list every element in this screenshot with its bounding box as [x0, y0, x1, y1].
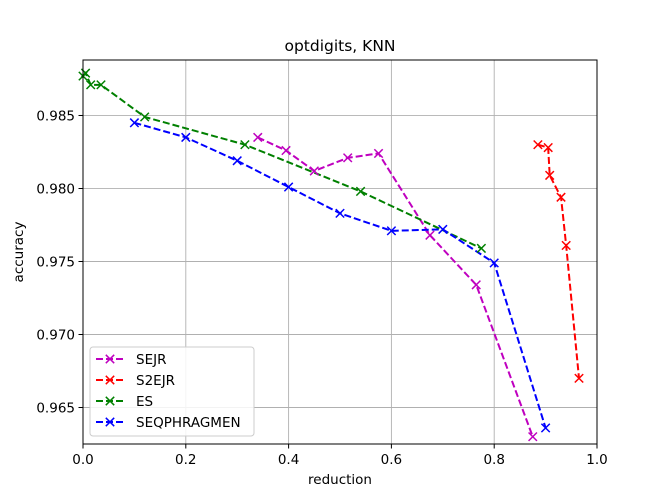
data-point-seqphragmen — [540, 423, 551, 433]
legend-label: S2EJR — [136, 373, 175, 389]
data-point-seqphragmen — [129, 118, 140, 128]
data-point-sejr — [281, 145, 291, 156]
data-point-es — [355, 186, 366, 197]
data-point-sejr — [309, 166, 320, 176]
legend-label: SEJR — [136, 352, 166, 368]
x-tick-label: 0.8 — [483, 452, 504, 468]
y-axis-label: accuracy — [11, 222, 27, 283]
x-axis-ticks: 0.0 0.2 0.4 0.6 0.8 1.0 — [72, 444, 608, 468]
data-point-seqphragmen — [489, 258, 499, 268]
legend-entry-sejr: SEJR — [96, 352, 166, 368]
data-point-seqphragmen — [438, 224, 448, 235]
legend-marker — [105, 396, 115, 406]
data-point-s2ejr — [556, 192, 566, 202]
legend-box — [89, 346, 255, 437]
data-point-sejr — [342, 153, 353, 163]
data-point-s2ejr — [533, 139, 543, 150]
legend-entry-seqphragmen: SEQPHRAGMEN — [96, 415, 241, 431]
x-tick-label: 1.0 — [586, 452, 607, 468]
series-line-es — [82, 71, 482, 250]
data-point-es — [476, 243, 487, 254]
data-point-sejr — [528, 431, 538, 442]
legend-label: ES — [136, 394, 153, 410]
series-line-sejr — [257, 136, 534, 438]
data-point-s2ejr — [543, 142, 553, 153]
y-tick-label: 0.965 — [36, 400, 75, 416]
legend-marker — [105, 417, 115, 427]
legend-label: SEQPHRAGMEN — [136, 415, 241, 431]
data-point-sejr — [425, 230, 435, 240]
x-axis-label: reduction — [308, 472, 372, 488]
data-point-es — [240, 139, 250, 150]
x-tick-label: 0.2 — [175, 452, 196, 468]
data-point-seqphragmen — [335, 208, 345, 219]
y-tick-label: 0.975 — [36, 254, 75, 270]
data-point-seqphragmen — [232, 156, 242, 166]
y-tick-label: 0.985 — [36, 108, 75, 124]
legend: SEJR S2EJR ES SEQPHRAGMEN — [89, 346, 255, 437]
chart-title: optdigits, KNN — [284, 37, 395, 55]
data-point-seqphragmen — [283, 182, 294, 192]
data-point-es — [85, 80, 96, 90]
x-tick-label: 0.6 — [381, 452, 402, 468]
grid — [82, 60, 598, 444]
data-point-sejr — [253, 132, 263, 143]
data-point-s2ejr — [561, 240, 571, 251]
legend-entries: SEJR S2EJR ES SEQPHRAGMEN — [96, 352, 241, 431]
y-tick-label: 0.970 — [36, 327, 75, 343]
data-point-es — [139, 112, 150, 122]
data-point-es — [96, 80, 106, 90]
data-point-s2ejr — [544, 170, 555, 181]
data-point-sejr — [471, 280, 481, 290]
data-point-sejr — [373, 148, 384, 159]
y-tick-label: 0.980 — [36, 181, 75, 197]
series-markers — [78, 68, 584, 442]
legend-entry-s2ejr: S2EJR — [96, 373, 175, 389]
data-point-seqphragmen — [386, 226, 397, 236]
legend-entry-es: ES — [96, 394, 153, 410]
series-line-s2ejr — [537, 143, 581, 379]
data-point-s2ejr — [574, 373, 584, 384]
legend-marker — [105, 354, 115, 364]
y-axis-ticks: 0.965 0.970 0.975 0.980 0.985 — [36, 108, 83, 416]
x-tick-label: 0.4 — [278, 452, 299, 468]
data-point-seqphragmen — [181, 132, 191, 143]
x-tick-label: 0.0 — [72, 452, 93, 468]
legend-marker — [105, 375, 115, 385]
plot-frame — [82, 59, 598, 445]
